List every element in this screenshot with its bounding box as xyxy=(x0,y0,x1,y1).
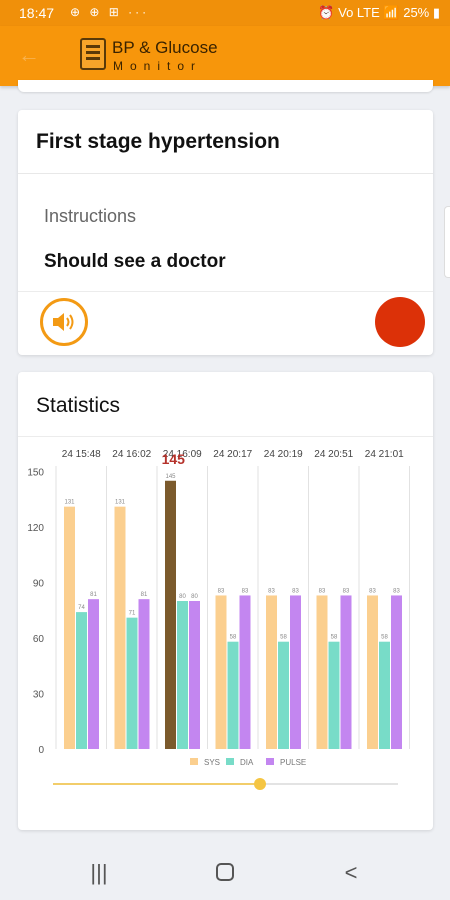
status-time: 18:47 xyxy=(19,5,55,21)
previous-card-edge xyxy=(18,80,433,92)
legend-swatch xyxy=(190,758,198,765)
back-icon[interactable]: < xyxy=(344,860,358,885)
bar-value-label: 83 xyxy=(393,588,400,594)
legend-swatch xyxy=(266,758,274,765)
y-tick-label: 30 xyxy=(33,690,45,701)
x-tick-label: 24 16:09 xyxy=(163,449,202,460)
y-tick-label: 60 xyxy=(33,634,45,645)
divider xyxy=(18,291,433,292)
bar-value-label: 58 xyxy=(280,635,287,641)
bar-sys[interactable] xyxy=(215,595,227,749)
bar-dia[interactable] xyxy=(379,641,390,749)
legend-swatch xyxy=(226,758,234,765)
statistics-title: Statistics xyxy=(36,394,121,417)
bar-value-label: 58 xyxy=(331,635,338,641)
legend-label: SYS xyxy=(204,758,220,767)
bar-sys[interactable] xyxy=(266,595,277,749)
bar-dia[interactable] xyxy=(278,641,289,749)
bar-pulse[interactable] xyxy=(290,595,301,749)
side-drawer-handle[interactable] xyxy=(444,206,450,278)
x-tick-label: 24 20:17 xyxy=(213,449,252,460)
status-indicator xyxy=(375,297,425,347)
divider xyxy=(18,173,433,174)
navigation-bar: ||| < xyxy=(0,846,450,900)
bar-value-label: 83 xyxy=(218,588,225,594)
y-tick-label: 120 xyxy=(27,523,44,534)
x-tick-label: 24 21:01 xyxy=(365,449,404,460)
legend-label: DIA xyxy=(240,758,254,767)
bar-value-label: 131 xyxy=(64,500,75,506)
bar-value-label: 58 xyxy=(381,635,388,641)
bar-sys[interactable] xyxy=(316,595,328,749)
y-tick-label: 0 xyxy=(38,745,44,756)
bar-value-label: 81 xyxy=(141,592,148,598)
bar-sys[interactable] xyxy=(165,480,176,749)
legend-label: PULSE xyxy=(280,758,306,767)
speaker-button[interactable] xyxy=(40,298,88,346)
result-card: First stage hypertension Instructions Sh… xyxy=(18,110,433,355)
system-status: ⏰ Vo LTE 📶 25% ▮ xyxy=(318,5,440,20)
bar-value-label: 58 xyxy=(230,635,237,641)
bar-value-label: 83 xyxy=(242,588,249,594)
app-bar: ← BP & Glucose Monitor xyxy=(0,26,450,86)
instructions-label: Instructions xyxy=(44,206,137,226)
bar-value-label: 83 xyxy=(369,588,376,594)
statistics-chart: 24 15:48 24 16:02 24 16:09 24 20:17 24 20:19… xyxy=(27,449,410,790)
bar-pulse[interactable] xyxy=(340,595,352,749)
app-title: BP & Glucose xyxy=(112,38,218,57)
app-logo-icon xyxy=(80,38,106,70)
back-arrow-icon[interactable]: ← xyxy=(18,42,40,67)
bar-pulse[interactable] xyxy=(138,599,150,749)
notification-icons: ⊕ ⊕ ⊞ ··· xyxy=(70,5,150,19)
y-tick-label: 150 xyxy=(27,468,44,479)
bar-pulse[interactable] xyxy=(88,599,99,749)
home-icon[interactable] xyxy=(210,860,240,886)
x-tick-label: 24 20:19 xyxy=(264,449,303,460)
bar-pulse[interactable] xyxy=(391,595,402,749)
result-title: First stage hypertension xyxy=(36,130,280,153)
bar-pulse[interactable] xyxy=(189,601,200,749)
slider-thumb[interactable] xyxy=(254,778,266,790)
instructions-value: Should see a doctor xyxy=(44,251,226,272)
bar-value-label: 83 xyxy=(343,588,350,594)
x-tick-label: 24 16:02 xyxy=(112,449,151,460)
statistics-card: Statistics 24 15:48 24 16:02 24 16:09 24 20… xyxy=(18,372,433,830)
status-bar: 18:47 ⊕ ⊕ ⊞ ··· ⏰ Vo LTE 📶 25% ▮ xyxy=(0,0,450,26)
bar-value-label: 131 xyxy=(115,500,126,506)
divider xyxy=(18,436,433,437)
bar-pulse[interactable] xyxy=(239,595,251,749)
bar-dia[interactable] xyxy=(76,612,87,749)
bar-value-label: 80 xyxy=(179,594,186,600)
bar-sys[interactable] xyxy=(64,506,75,749)
x-tick-label: 24 15:48 xyxy=(62,449,101,460)
bar-value-label: 83 xyxy=(319,588,326,594)
app-subtitle: Monitor xyxy=(113,59,203,73)
bar-value-label: 81 xyxy=(90,592,97,598)
bar-value-label: 83 xyxy=(292,588,299,594)
bar-sys[interactable] xyxy=(114,506,126,749)
bar-value-label: 145 xyxy=(165,474,176,480)
bar-dia[interactable] xyxy=(177,601,188,749)
bar-sys[interactable] xyxy=(367,595,378,749)
highlight-value-label: 145 xyxy=(162,451,186,467)
bar-value-label: 74 xyxy=(78,605,85,611)
bar-value-label: 83 xyxy=(268,588,275,594)
bar-dia[interactable] xyxy=(126,617,138,749)
bar-dia[interactable] xyxy=(328,641,340,749)
recent-apps-icon[interactable]: ||| xyxy=(90,860,108,885)
x-tick-label: 24 20:51 xyxy=(314,449,353,460)
y-tick-label: 90 xyxy=(33,579,45,590)
bar-value-label: 80 xyxy=(191,594,198,600)
speaker-icon xyxy=(53,313,74,331)
bar-dia[interactable] xyxy=(227,641,239,749)
bar-value-label: 71 xyxy=(129,611,136,617)
